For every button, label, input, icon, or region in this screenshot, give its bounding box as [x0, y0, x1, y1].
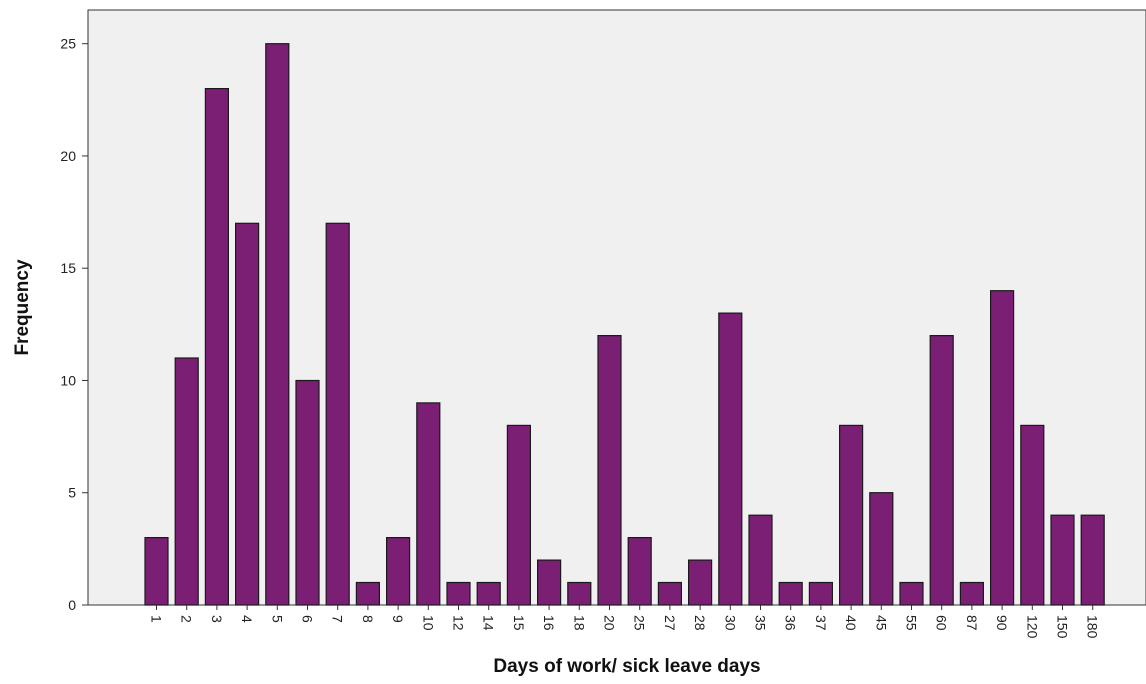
bar-15	[506, 424, 531, 606]
x-tick-label: 28	[692, 615, 708, 631]
x-tick-label: 60	[934, 615, 950, 631]
bar-35	[748, 514, 773, 606]
bar-9	[386, 536, 411, 606]
x-tick-label: 15	[511, 615, 527, 631]
y-axis-label: Frequency	[12, 259, 33, 356]
bar-14	[476, 581, 501, 606]
bar-7	[325, 222, 350, 606]
x-tick-label: 7	[330, 615, 346, 623]
x-tick-label: 6	[300, 615, 316, 623]
bar-150	[1050, 514, 1075, 606]
bar-28	[687, 559, 713, 606]
bar-180	[1080, 514, 1105, 606]
x-tick-label: 90	[994, 615, 1010, 631]
x-tick-label: 3	[209, 615, 225, 623]
x-tick-label: 120	[1024, 615, 1040, 639]
bar-30	[718, 312, 743, 606]
bar-40	[838, 424, 864, 606]
x-tick-label: 180	[1085, 615, 1101, 639]
x-tick-label: 18	[571, 615, 587, 631]
bars-group	[144, 43, 1105, 606]
x-tick-label: 45	[873, 615, 889, 631]
bar-18	[567, 581, 592, 606]
x-axis-label: Days of work/ sick leave days	[493, 656, 760, 677]
y-tick-label: 0	[68, 597, 76, 613]
x-tick-label: 25	[632, 615, 648, 631]
bar-45	[869, 492, 894, 606]
bar-2	[174, 357, 199, 606]
bar-60	[929, 335, 954, 606]
x-tick-label: 9	[390, 615, 406, 623]
bar-90	[989, 290, 1015, 606]
bar-4	[235, 222, 260, 606]
x-tick-label: 35	[753, 615, 769, 631]
x-tick-label: 2	[179, 615, 195, 623]
x-tick-label: 27	[662, 615, 678, 631]
y-tick-label: 25	[60, 36, 76, 52]
bar-1	[144, 536, 169, 606]
x-tick-label: 20	[602, 615, 618, 631]
bar-10	[416, 402, 441, 606]
x-tick-label: 12	[451, 615, 467, 631]
x-tick-label: 8	[360, 615, 376, 623]
x-tick-label: 87	[964, 615, 980, 631]
x-tick-label: 14	[481, 615, 497, 631]
bar-8	[355, 581, 380, 606]
bar-20	[597, 335, 622, 606]
y-tick-label: 15	[60, 260, 76, 276]
x-tick-label: 10	[420, 615, 436, 631]
y-tick-label: 10	[60, 372, 76, 388]
bar-16	[536, 559, 562, 606]
bar-3	[204, 87, 229, 606]
bar-120	[1020, 424, 1045, 606]
x-tick-label: 16	[541, 615, 557, 631]
x-tick-label: 36	[783, 615, 799, 631]
y-axis: 0 5 10 15 20 25	[60, 36, 88, 613]
bar-5	[265, 43, 290, 606]
x-tick-label: 30	[722, 615, 738, 631]
x-tick-label: 1	[149, 615, 165, 623]
y-tick-label: 5	[68, 485, 76, 501]
x-tick-label: 40	[843, 615, 859, 631]
x-tick-label: 4	[239, 615, 255, 623]
bar-27	[657, 581, 683, 606]
bar-12	[446, 581, 471, 606]
bar-6	[295, 379, 320, 606]
bar-37	[808, 581, 834, 606]
x-tick-label: 55	[904, 615, 920, 631]
bar-36	[778, 581, 803, 606]
y-tick-label: 20	[60, 148, 76, 164]
bar-25	[627, 536, 652, 606]
bar-55	[899, 581, 924, 606]
x-tick-label: 37	[813, 615, 829, 631]
x-tick-label: 5	[269, 615, 285, 623]
bar-87	[959, 581, 985, 606]
x-axis: 1 2 3 4 5 6 7 8 9 10 12 14 15 16 18 20 25 27 28 30 35 36 37 40 4…	[149, 605, 1101, 639]
x-tick-label: 150	[1055, 615, 1071, 639]
